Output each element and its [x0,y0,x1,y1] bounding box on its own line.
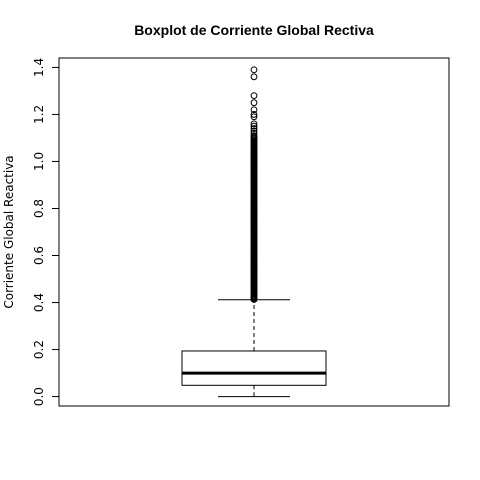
outlier-point [250,125,258,132]
y-tick-label: 0.0 [32,387,46,406]
outlier-point [250,99,258,107]
y-tick-label: 1.2 [32,105,46,124]
outlier-point [250,66,258,74]
y-tick-label: 0.2 [32,340,46,359]
outlier-point [250,73,258,81]
y-tick-label: 1.4 [32,58,46,77]
y-axis-label: Corriente Global Reactiva [2,155,16,308]
y-tick-label: 0.8 [32,199,46,218]
y-axis-ticks: 0.0 0.2 0.4 0.6 0.8 1.0 1.2 1.4 [32,58,59,406]
outlier-points [250,66,258,303]
outlier-point [250,122,258,130]
outlier-point [250,127,258,135]
y-tick-label: 1.0 [32,152,46,171]
outlier-point [250,113,258,121]
chart-title: Boxplot de Corriente Global Rectiva [134,22,374,38]
outlier-point [250,129,258,137]
y-tick-label: 0.6 [32,246,46,265]
outlier-point [250,120,258,128]
outlier-point [250,132,258,139]
outlier-point [250,92,258,100]
box [181,299,327,398]
box-iqr [181,350,327,386]
outlier-point [250,111,258,118]
outlier-point [250,106,258,114]
y-tick-label: 0.4 [32,293,46,312]
